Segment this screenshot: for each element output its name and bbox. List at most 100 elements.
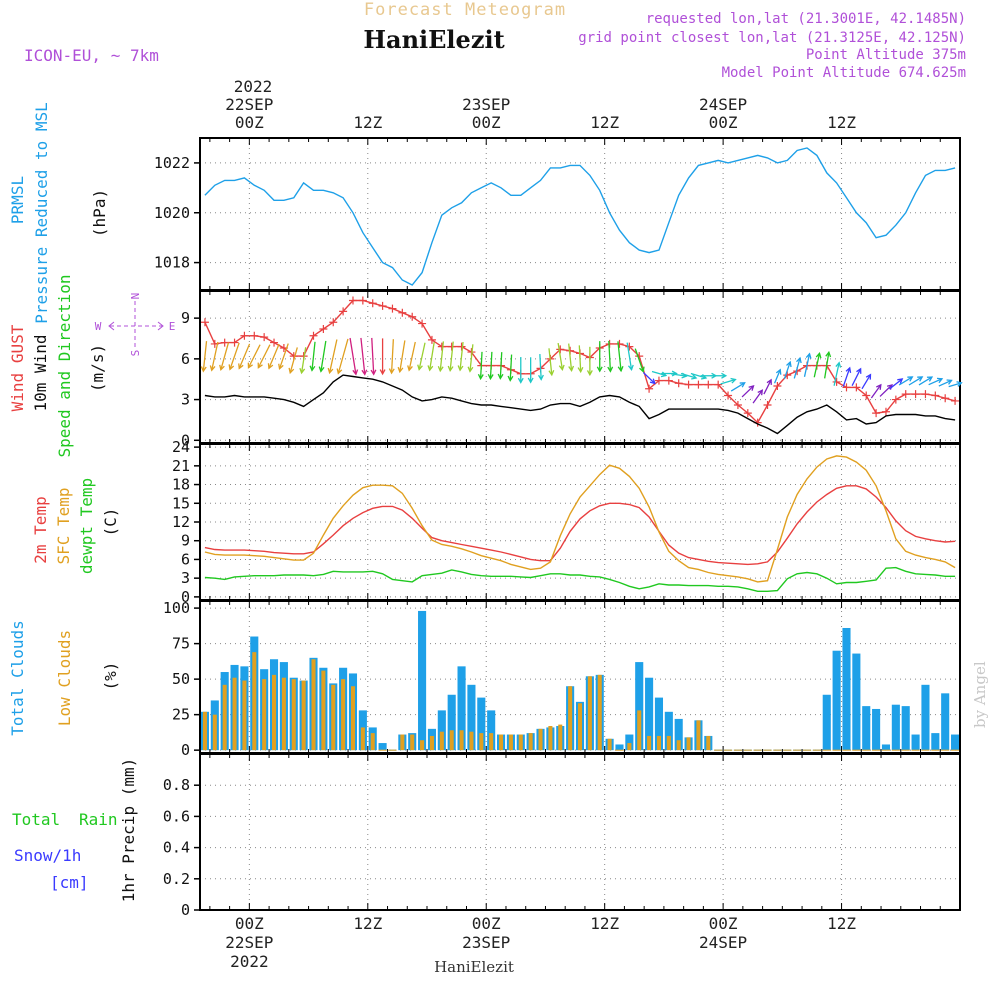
precip-panel: Total Rain Snow/1h [cm] 1hr Precip (mm) …	[12, 753, 961, 919]
gust-marker	[556, 345, 565, 354]
gust-marker	[941, 394, 950, 403]
precip-axis-label: 1hr Precip (mm)	[119, 758, 138, 903]
gust-marker	[773, 382, 782, 390]
clouds-plot: 0 25 50 75 100	[163, 599, 961, 759]
gust-marker	[733, 401, 742, 409]
y-tick-label: 0	[181, 741, 190, 759]
top-time-label: 22SEP	[225, 95, 273, 114]
wind-arrow-head	[786, 360, 792, 368]
wind-arrow	[399, 340, 406, 372]
wind-speed-dir-label: Speed and Direction	[55, 274, 74, 457]
wind-arrow	[337, 338, 349, 374]
point-altitude: Point Altitude 375m	[806, 47, 966, 63]
wind-arrow	[349, 337, 357, 375]
wind-arrow	[851, 368, 862, 386]
wind-arrow	[557, 342, 564, 370]
location-name: HaniElezit	[363, 25, 504, 54]
model-label: ICON-EU, ~ 7km	[24, 46, 159, 65]
wind-arrow-head	[627, 364, 634, 372]
wind-arrow	[938, 379, 952, 387]
wind-arrow-head	[739, 382, 746, 388]
gust-marker	[309, 331, 318, 340]
total-cloud-bar	[635, 662, 644, 751]
wind-arrow-head	[457, 365, 464, 372]
wind-arrow-head	[596, 366, 603, 373]
gust-marker	[654, 376, 663, 385]
low-cloud-bar	[469, 731, 474, 751]
wind-arrow-head	[397, 366, 404, 374]
gust-marker	[852, 383, 861, 392]
wind-arrow-head	[548, 370, 555, 377]
low-cloud-bar	[489, 733, 494, 751]
chart-title: Forecast Meteogram	[364, 0, 566, 20]
wind-unit: (m/s)	[88, 344, 107, 392]
low-cloud-bar	[429, 735, 434, 751]
y-tick-label: 50	[172, 670, 190, 688]
wind-gust-label: Wind GUST	[8, 324, 27, 411]
gust-marker	[427, 335, 436, 344]
low-cloud-bar	[568, 686, 573, 751]
wind-arrow	[783, 361, 791, 380]
wind-arrow-head	[477, 373, 484, 381]
low-cloud-bar	[686, 737, 691, 751]
wind-arrow	[328, 339, 338, 373]
wind-arrow-head	[336, 368, 343, 375]
wind-arrow-head	[907, 376, 914, 382]
wind-arrow	[824, 352, 830, 379]
gust-marker	[694, 380, 703, 389]
y-tick-label: 6	[181, 350, 190, 368]
wind-arrow	[670, 373, 687, 377]
total-cloud-bar	[487, 710, 496, 751]
wind-arrow-head	[845, 366, 852, 373]
wind-arrow	[220, 342, 230, 370]
gust-marker	[625, 342, 634, 351]
gust-marker	[230, 338, 239, 347]
y-tick-label: 0	[181, 901, 190, 919]
precip-total-label: Total	[12, 810, 60, 829]
wind-arrow	[408, 341, 416, 371]
low-cloud-bar	[262, 679, 267, 751]
gust-marker	[457, 342, 466, 351]
gust-marker	[615, 339, 624, 348]
low-cloud-bar	[607, 738, 612, 751]
wind-arrow	[752, 389, 763, 404]
low-cloud-bar	[360, 727, 365, 751]
wind-arrow-head	[467, 366, 474, 373]
wind-arrow	[861, 374, 872, 390]
temp-dewpt-label: dewpt Temp	[77, 478, 96, 574]
series-line-prmsl	[204, 147, 956, 286]
wind-arrow-head	[568, 365, 575, 372]
wind-arrow-head	[352, 369, 359, 376]
wind-arrow	[360, 337, 366, 375]
wind-arrow	[948, 382, 962, 388]
bottom-time-label: 00Z	[472, 914, 501, 933]
wind-arrow-head	[388, 368, 395, 375]
top-time-label: 12Z	[827, 113, 856, 132]
low-cloud-bar	[597, 674, 602, 751]
series-line-dewpt-temp	[204, 566, 956, 592]
y-tick-label: 12	[172, 513, 190, 531]
wind-arrow-head	[238, 363, 244, 370]
gust-marker	[724, 391, 733, 400]
y-tick-label: 3	[181, 569, 190, 587]
series-line-10m-wind	[204, 374, 956, 435]
wind-arrow	[730, 382, 746, 392]
wind-arrow-head	[538, 374, 544, 381]
y-tick-label: 9	[181, 532, 190, 550]
bottom-time-label: 00Z	[709, 914, 738, 933]
total-cloud-bar	[615, 744, 624, 751]
wind-arrow-head	[639, 366, 645, 373]
low-cloud-bar	[706, 735, 711, 751]
wind-arrow	[626, 342, 633, 370]
total-cloud-bar	[832, 650, 841, 751]
top-time-label: 00Z	[472, 113, 501, 132]
gust-marker	[368, 299, 377, 308]
wind-arrow-head	[379, 369, 386, 376]
wind-arrow	[634, 348, 644, 372]
top-time-label: 00Z	[709, 113, 738, 132]
wind-arrow-head	[865, 373, 872, 380]
wind-arrow	[429, 342, 435, 371]
top-time-label: 23SEP	[462, 95, 510, 114]
bottom-time-label: 00Z	[235, 914, 264, 933]
